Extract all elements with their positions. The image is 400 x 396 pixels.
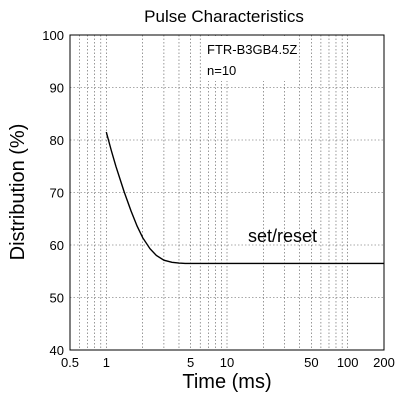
chart-title: Pulse Characteristics	[144, 7, 304, 26]
x-tick-label: 1	[103, 355, 110, 370]
x-tick-label: 10	[220, 355, 234, 370]
y-tick-label: 100	[42, 28, 64, 43]
x-tick-label: 0.5	[61, 355, 79, 370]
grid	[70, 35, 384, 350]
y-tick-label: 80	[50, 133, 64, 148]
annotation-sample-count: n=10	[207, 63, 236, 78]
y-tick-label: 70	[50, 186, 64, 201]
x-tick-label: 50	[304, 355, 318, 370]
y-axis-label: Distribution (%)	[7, 124, 29, 261]
series-layer	[105, 131, 384, 265]
annotation-box: FTR-B3GB4.5Z n=10	[201, 36, 297, 81]
annotation-box-background	[201, 36, 289, 81]
x-tick-labels: 0.5 1 5 10 50 100 200	[61, 355, 395, 370]
y-tick-labels: 40 50 60 70 80 90 100	[42, 28, 64, 358]
x-tick-label: 100	[337, 355, 359, 370]
x-tick-label: 5	[187, 355, 194, 370]
x-tick-label: 200	[373, 355, 395, 370]
series-label: set/reset	[248, 226, 317, 246]
x-axis-label: Time (ms)	[182, 371, 271, 393]
y-tick-label: 50	[50, 291, 64, 306]
annotation-model: FTR-B3GB4.5Z	[207, 42, 297, 57]
y-tick-label: 60	[50, 238, 64, 253]
series-line	[105, 131, 384, 265]
y-tick-label: 40	[50, 343, 64, 358]
y-tick-label: 90	[50, 81, 64, 96]
plot-frame	[69, 34, 385, 351]
